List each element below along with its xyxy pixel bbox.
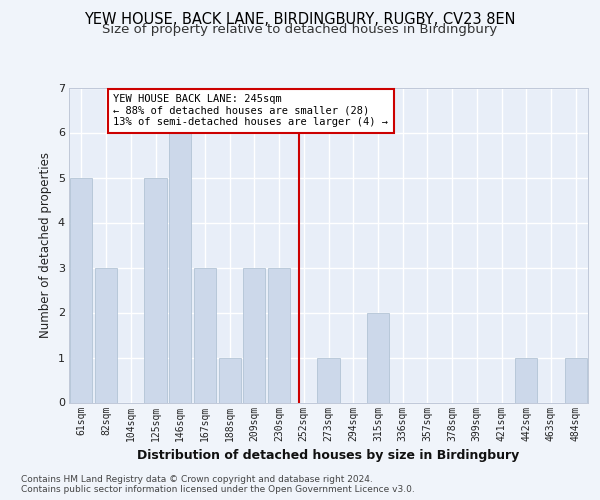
X-axis label: Distribution of detached houses by size in Birdingbury: Distribution of detached houses by size …	[137, 449, 520, 462]
Bar	[268, 268, 290, 402]
Bar	[194, 268, 216, 402]
Bar	[218, 358, 241, 403]
Bar	[515, 358, 538, 403]
Bar	[367, 312, 389, 402]
Text: Contains HM Land Registry data © Crown copyright and database right 2024.
Contai: Contains HM Land Registry data © Crown c…	[21, 474, 415, 494]
Text: YEW HOUSE BACK LANE: 245sqm
← 88% of detached houses are smaller (28)
13% of sem: YEW HOUSE BACK LANE: 245sqm ← 88% of det…	[113, 94, 388, 128]
Bar	[243, 268, 265, 402]
Text: Size of property relative to detached houses in Birdingbury: Size of property relative to detached ho…	[103, 23, 497, 36]
Bar	[317, 358, 340, 403]
Text: YEW HOUSE, BACK LANE, BIRDINGBURY, RUGBY, CV23 8EN: YEW HOUSE, BACK LANE, BIRDINGBURY, RUGBY…	[84, 12, 516, 28]
Bar	[145, 178, 167, 402]
Bar	[565, 358, 587, 403]
Bar	[70, 178, 92, 402]
Bar	[169, 132, 191, 402]
Bar	[95, 268, 117, 402]
Y-axis label: Number of detached properties: Number of detached properties	[39, 152, 52, 338]
